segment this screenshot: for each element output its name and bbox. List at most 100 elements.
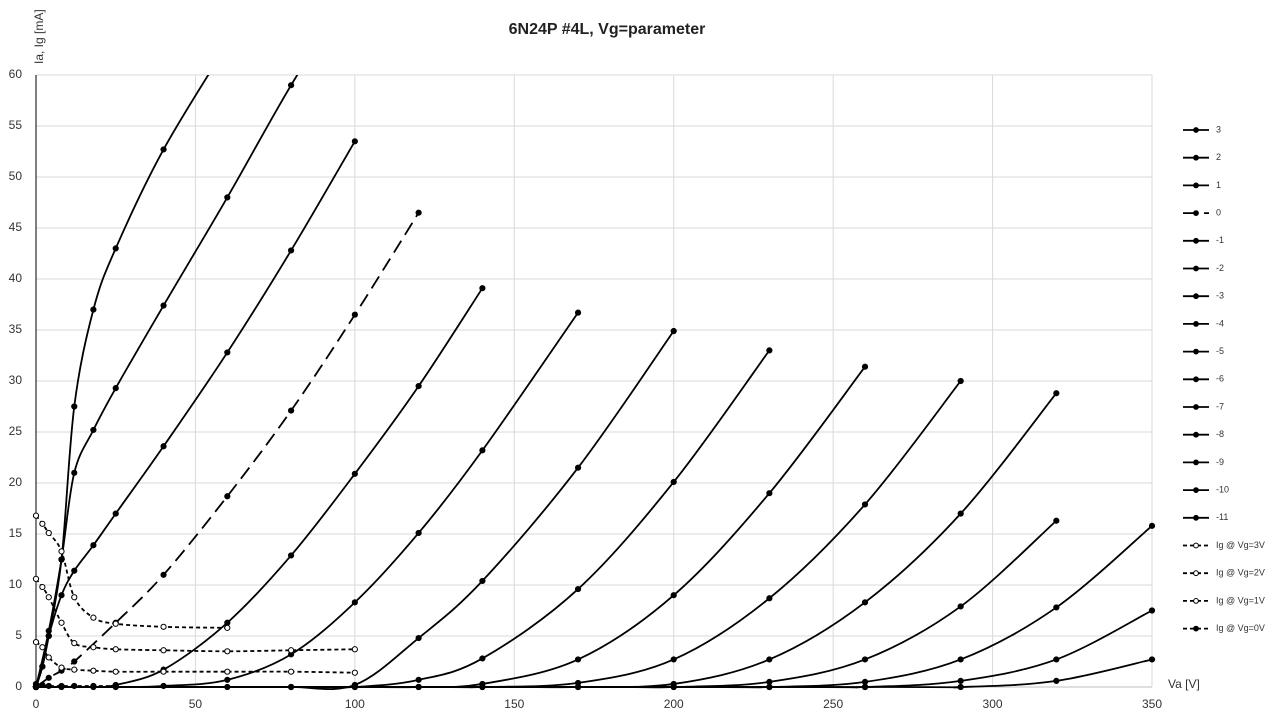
data-point <box>224 194 231 201</box>
legend-label: -1 <box>1216 235 1224 245</box>
legend-marker <box>1193 210 1199 217</box>
data-point <box>112 385 119 392</box>
data-point <box>861 599 869 606</box>
data-point <box>39 681 46 689</box>
data-point <box>415 676 422 683</box>
legend-label: -2 <box>1216 263 1224 273</box>
data-point <box>112 668 119 675</box>
data-point <box>224 676 231 683</box>
y-tick-label: 0 <box>15 679 22 693</box>
data-point <box>45 594 52 601</box>
data-point <box>90 682 97 690</box>
x-tick-label: 350 <box>1142 697 1162 711</box>
data-point <box>415 529 422 537</box>
data-point <box>1053 656 1060 663</box>
data-point <box>670 592 677 599</box>
data-point <box>90 667 97 674</box>
y-tick-label: 30 <box>9 373 23 387</box>
legend-marker <box>1193 487 1199 494</box>
data-point <box>160 443 167 450</box>
data-point <box>45 632 52 640</box>
legend-label: -6 <box>1216 374 1224 384</box>
x-tick-label: 200 <box>664 697 684 711</box>
legend-marker <box>1193 237 1199 244</box>
data-point <box>71 640 78 647</box>
y-tick-label: 5 <box>15 628 22 642</box>
chart-title: 6N24P #4L, Vg=parameter <box>509 21 706 38</box>
series-line <box>36 287 484 689</box>
legend-marker <box>1193 127 1199 133</box>
series-line <box>36 520 1057 689</box>
legend-marker <box>1193 570 1199 577</box>
data-point <box>112 646 119 653</box>
data-point <box>224 624 231 631</box>
series-line <box>35 641 355 674</box>
data-point <box>58 682 65 690</box>
data-point <box>39 520 46 527</box>
data-point <box>160 146 167 153</box>
data-point <box>479 447 486 454</box>
legend-label: -4 <box>1216 318 1224 328</box>
data-point <box>670 327 677 335</box>
data-point <box>1053 390 1060 397</box>
data-point <box>670 478 677 486</box>
legend-marker <box>1193 321 1199 327</box>
legend-marker <box>1193 514 1199 521</box>
data-point <box>45 529 52 537</box>
y-tick-label: 55 <box>9 118 23 132</box>
series-line <box>36 366 866 689</box>
data-point <box>415 383 422 390</box>
legend-marker <box>1193 182 1199 189</box>
data-point <box>1148 607 1156 614</box>
data-point <box>71 567 78 574</box>
legend-label: 2 <box>1216 152 1221 162</box>
legend-marker <box>1193 348 1199 355</box>
data-point <box>1053 677 1060 684</box>
data-point <box>71 403 78 410</box>
data-point <box>479 577 486 585</box>
data-point <box>861 363 869 370</box>
legend-label: Ig @ Vg=1V <box>1216 595 1265 605</box>
legend-label: 3 <box>1216 124 1221 134</box>
series-line <box>36 525 1153 689</box>
legend-marker <box>1193 459 1199 466</box>
data-point <box>45 682 52 690</box>
data-point <box>224 648 231 655</box>
data-point <box>479 655 486 662</box>
data-point <box>287 247 295 254</box>
data-point <box>90 644 97 651</box>
data-point <box>58 548 65 555</box>
data-point <box>957 377 964 385</box>
y-tick-label: 45 <box>9 220 23 234</box>
series-line <box>36 349 771 689</box>
data-point <box>1148 656 1156 663</box>
legend-label: -7 <box>1216 401 1224 411</box>
data-point <box>670 656 677 663</box>
data-point <box>766 678 773 686</box>
data-point <box>351 311 358 318</box>
legend-marker <box>1193 598 1199 604</box>
data-point <box>351 646 358 653</box>
data-point <box>287 407 295 414</box>
data-point <box>32 639 40 646</box>
data-point <box>415 634 422 642</box>
data-point <box>39 663 46 670</box>
legend-marker <box>1193 293 1199 300</box>
plot-area <box>32 75 1156 691</box>
data-point <box>112 245 119 252</box>
legend-label: -3 <box>1216 291 1224 301</box>
data-point <box>160 571 167 578</box>
data-point <box>766 490 773 497</box>
data-point <box>160 623 167 630</box>
data-point <box>90 306 97 313</box>
data-point <box>1148 522 1156 529</box>
x-tick-label: 250 <box>823 697 843 711</box>
y-tick-label: 35 <box>9 322 23 336</box>
data-point <box>224 349 231 356</box>
x-tick-label: 300 <box>983 697 1003 711</box>
data-point <box>90 614 97 621</box>
data-point <box>112 682 119 690</box>
legend-label: Ig @ Vg=0V <box>1216 623 1265 633</box>
series-line <box>35 75 210 688</box>
data-point <box>957 656 964 663</box>
